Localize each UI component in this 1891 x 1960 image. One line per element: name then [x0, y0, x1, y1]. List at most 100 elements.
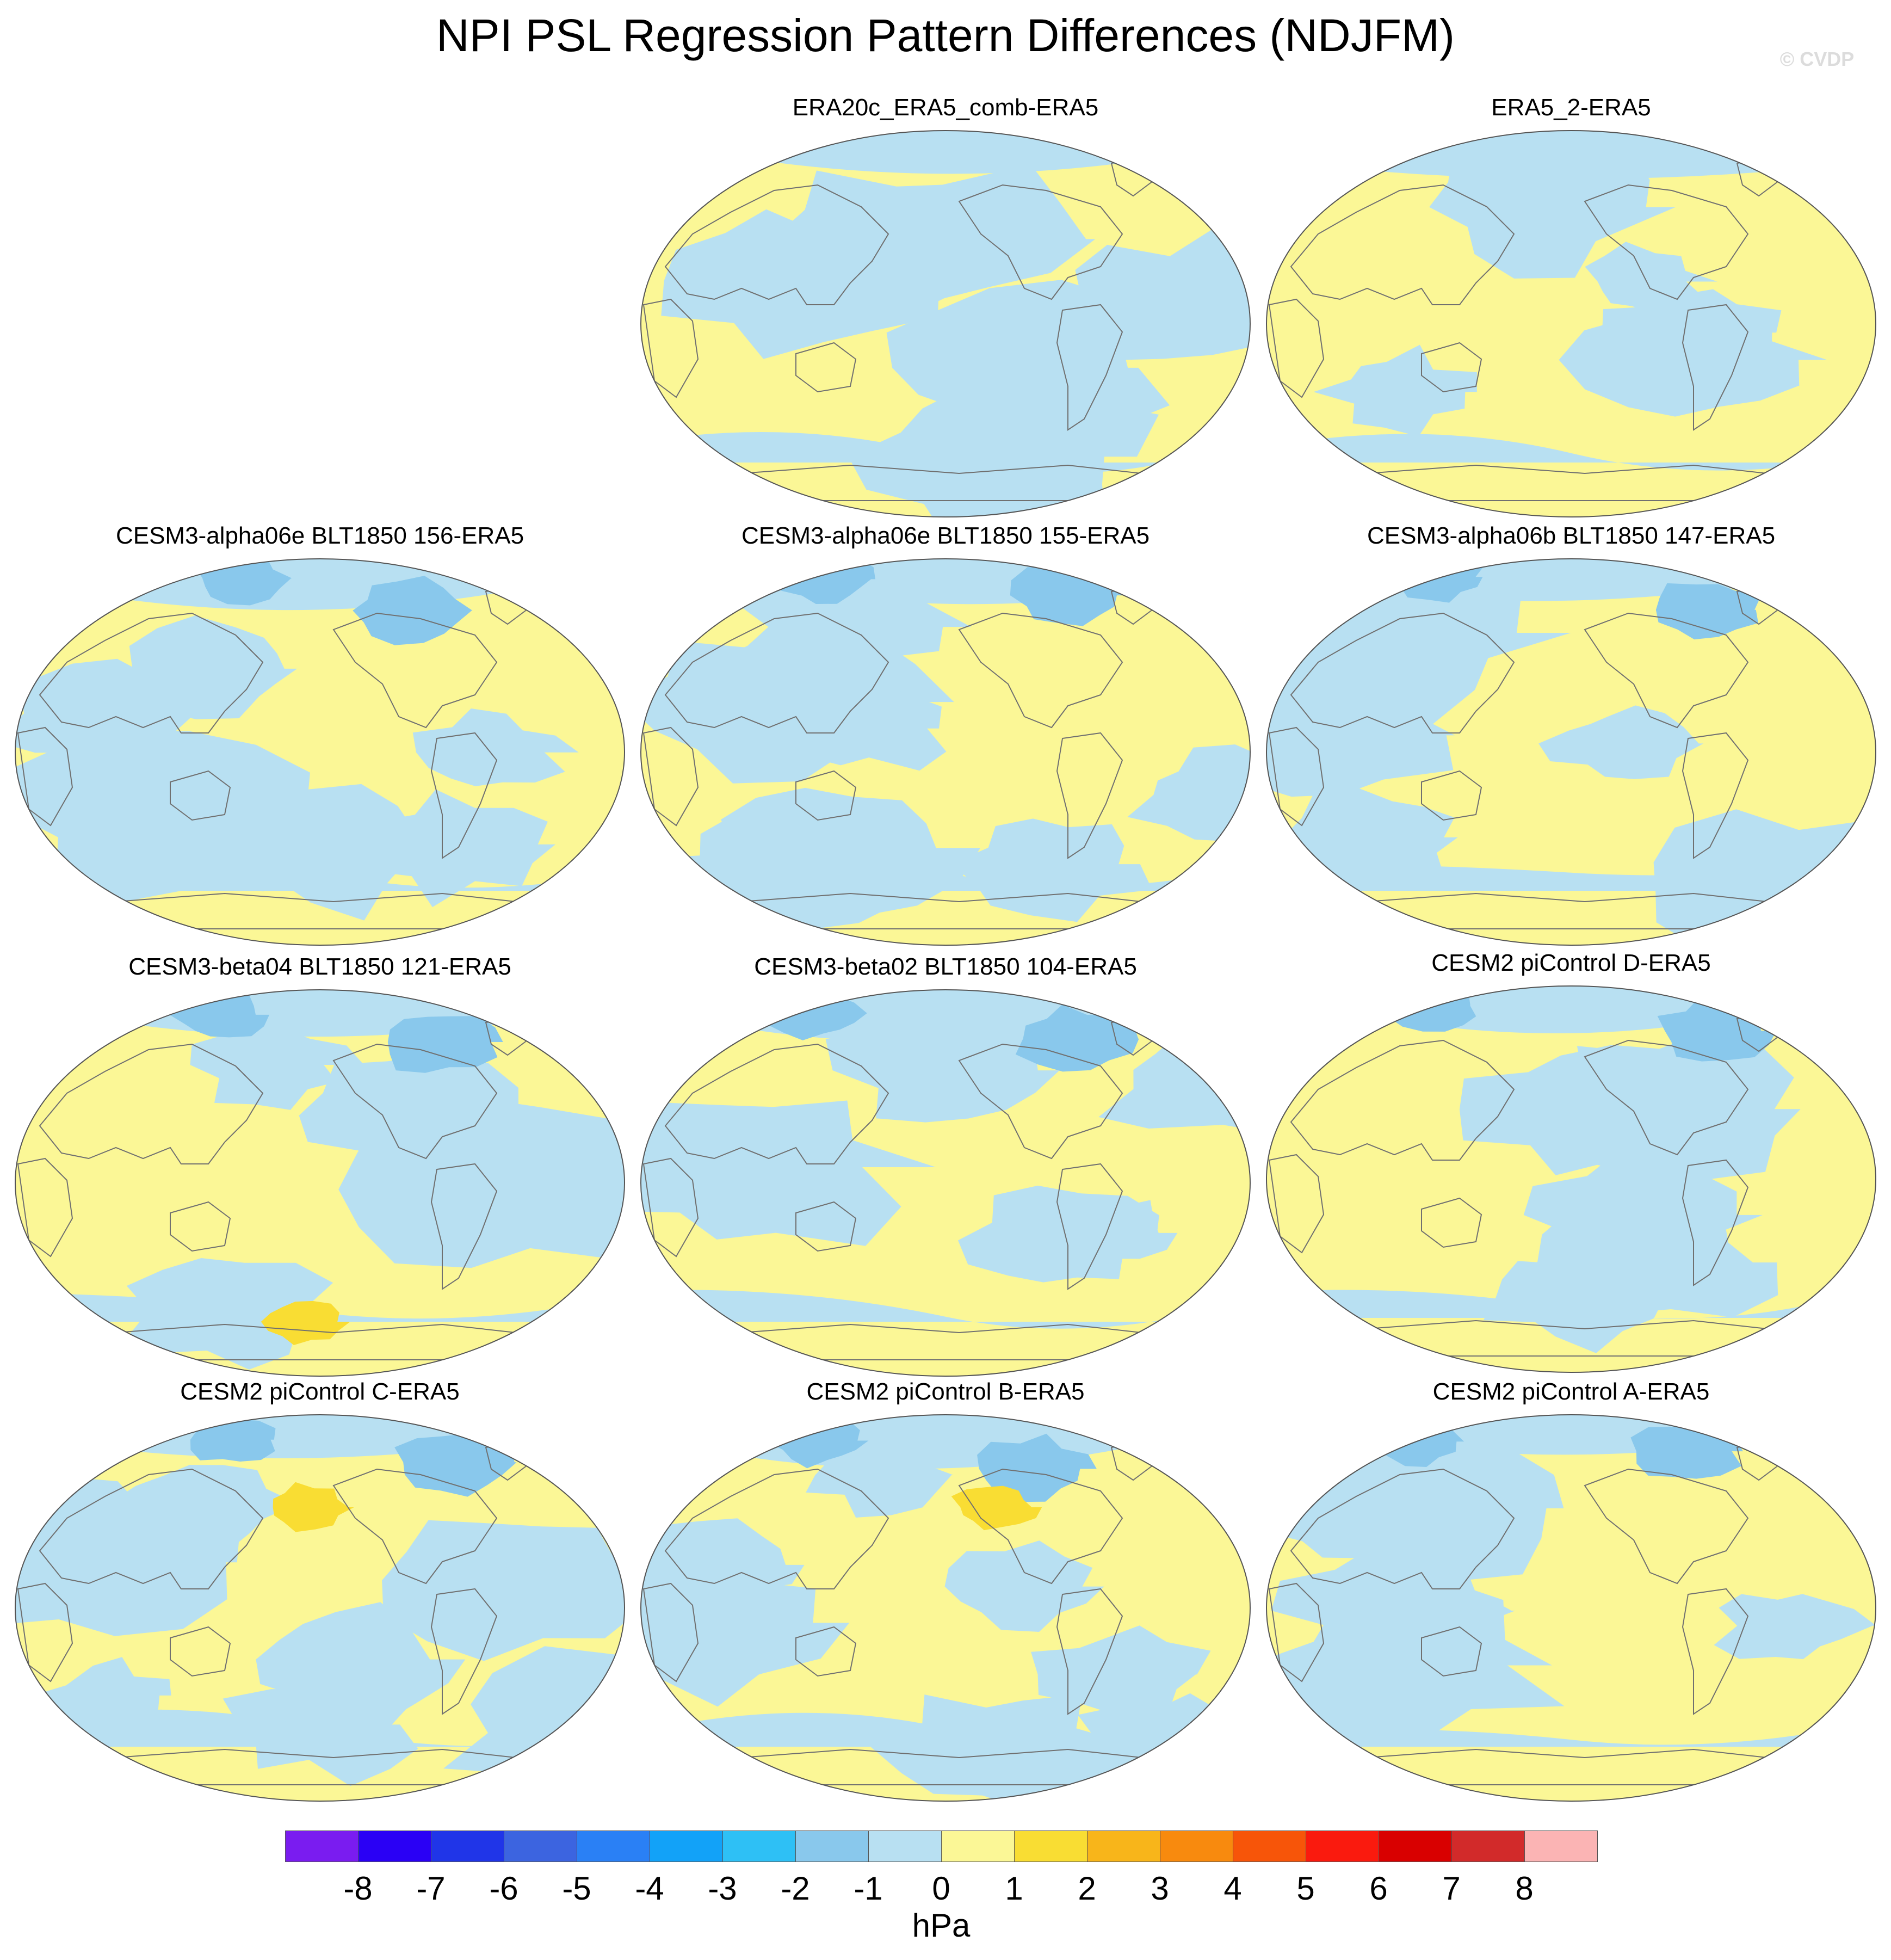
negative-anomaly-region: [886, 280, 1170, 458]
colorbar-tick-label: 4: [1223, 1870, 1242, 1907]
map-border: [1266, 985, 1876, 1373]
coastline: [430, 1588, 498, 1715]
southern-band: [1266, 1286, 1876, 1319]
panel-title: CESM3-beta02 BLT1850 104-ERA5: [754, 953, 1137, 980]
colorbar-unit-label: hPa: [912, 1907, 971, 1944]
southern-band: [15, 1709, 625, 1747]
coastline: [664, 184, 889, 305]
colorbar-tick-label: 8: [1515, 1870, 1534, 1907]
strong-negative-region: [1655, 583, 1761, 640]
cvdp-watermark: © CVDP: [1779, 48, 1855, 70]
colorbar-swatch: [1451, 1830, 1525, 1862]
southern-band: [1266, 1719, 1876, 1747]
southern-band: [641, 432, 1250, 473]
coastline: [1290, 1468, 1515, 1589]
negative-anomaly-region: [1127, 744, 1250, 842]
coastline: [1421, 1197, 1482, 1248]
negative-anomaly-region: [382, 1520, 625, 1661]
colorbar: -8 -7 -6 -5 -4 -3 -2 -1 0 1 2 3 4 5 6 7 8 hPa: [285, 1830, 1598, 1956]
map-plot: [15, 1414, 625, 1802]
negative-anomaly-region: [256, 1602, 466, 1723]
coastline: [114, 892, 542, 929]
coastline: [430, 1163, 498, 1290]
map-panel-10: CESM2 piControl B-ERA5: [633, 1376, 1258, 1805]
negative-anomaly-region: [1043, 1198, 1178, 1261]
colorbar-tick-label: -2: [781, 1870, 810, 1907]
coastline: [170, 1626, 231, 1677]
strong-negative-region: [977, 1433, 1097, 1502]
map-panel-6: CESM3-beta04 BLT1850 121-ERA5: [7, 951, 633, 1380]
coastline: [958, 612, 1123, 729]
coastline: [1584, 1039, 1749, 1156]
negative-anomaly-region: [1459, 1045, 1722, 1175]
map-panel-1: ERA20c_ERA5_comb-ERA5: [633, 91, 1258, 521]
panel-title: CESM2 piControl A-ERA5: [1432, 1378, 1710, 1405]
negative-anomaly-region: [950, 818, 1152, 922]
coastline: [795, 1626, 857, 1677]
coastline: [1682, 1588, 1749, 1715]
colorbar-tick-label: -1: [854, 1870, 883, 1907]
coastline: [1584, 612, 1749, 729]
southern-band: [15, 1292, 625, 1322]
negative-anomaly-region: [1031, 1625, 1211, 1718]
map-plot: [640, 1414, 1251, 1802]
map-border: [15, 989, 625, 1377]
colorbar-tick-label: -5: [562, 1870, 591, 1907]
colorbar-swatch: [577, 1830, 650, 1862]
negative-anomaly-region: [1534, 1185, 1778, 1317]
southern-band: [641, 1712, 1250, 1747]
coastline: [114, 1323, 542, 1360]
map-plot: [1266, 130, 1876, 517]
coastline: [39, 612, 264, 734]
colorbar-tick-label: -6: [489, 1870, 518, 1907]
southern-band: [1266, 859, 1876, 891]
strong-positive-region: [273, 1482, 354, 1532]
negative-anomaly-region: [1266, 664, 1455, 797]
negative-anomaly-region: [338, 1096, 625, 1268]
coastline: [114, 1748, 542, 1785]
negative-anomaly-region: [641, 1100, 936, 1246]
coastline: [1365, 464, 1794, 501]
strong-negative-region: [1388, 986, 1476, 1032]
coastline: [1056, 1588, 1123, 1715]
colorbar-swatch: [1014, 1830, 1087, 1862]
coastline: [664, 1043, 889, 1164]
colorbar-tick-label: 2: [1078, 1870, 1096, 1907]
negative-anomaly-region: [1098, 1031, 1250, 1134]
negative-anomaly-region: [1585, 242, 1717, 317]
coastline: [170, 770, 231, 821]
panel-title: CESM3-alpha06e BLT1850 155-ERA5: [741, 522, 1150, 549]
map-plot: [1266, 558, 1876, 946]
map-plot: [15, 989, 625, 1377]
negative-anomaly-region: [1308, 1429, 1564, 1587]
map-border: [640, 130, 1251, 517]
coastline: [1421, 1626, 1482, 1677]
coastline: [958, 1043, 1123, 1160]
colorbar-tick-label: 7: [1442, 1870, 1461, 1907]
colorbar-swatch: [1233, 1830, 1306, 1862]
coastline: [1365, 892, 1794, 929]
panel-title: ERA20c_ERA5_comb-ERA5: [792, 94, 1099, 121]
coastline: [1584, 184, 1749, 300]
strong-negative-region: [1015, 1004, 1139, 1072]
strong-negative-region: [1630, 1426, 1744, 1479]
coastline: [170, 1201, 231, 1252]
map-plot: [15, 558, 625, 946]
colorbar-tick-label: -4: [635, 1870, 664, 1907]
coastline: [664, 1468, 889, 1589]
coastline: [1056, 1163, 1123, 1290]
coastline: [1682, 1159, 1749, 1286]
map-panel-3: CESM3-alpha06e BLT1850 156-ERA5: [7, 520, 633, 950]
colorbar-swatch: [941, 1830, 1015, 1862]
negative-anomaly-region: [753, 682, 947, 771]
negative-anomaly-region: [190, 1030, 364, 1110]
negative-anomaly-region: [412, 708, 579, 786]
map-border: [15, 1414, 625, 1802]
panel-title: ERA5_2-ERA5: [1491, 94, 1651, 121]
colorbar-swatch: [1160, 1830, 1233, 1862]
strong-negative-region: [387, 1016, 503, 1073]
colorbar-swatch: [431, 1830, 504, 1862]
colorbar-tick-label: 3: [1151, 1870, 1169, 1907]
negative-anomaly-region: [944, 1540, 1104, 1632]
colorbar-swatch: [358, 1830, 431, 1862]
